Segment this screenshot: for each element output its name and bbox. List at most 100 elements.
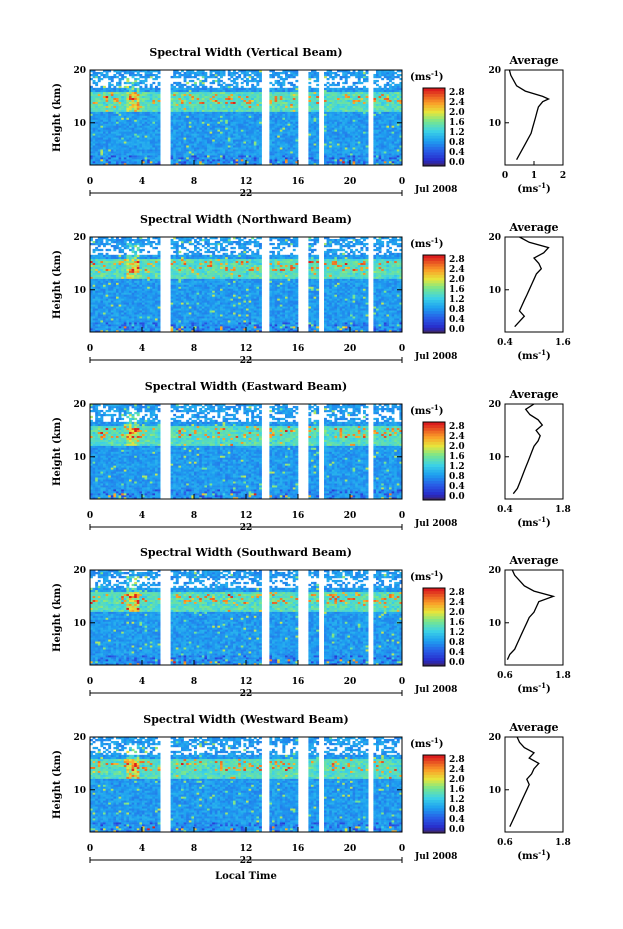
heatmap-cell xyxy=(311,93,314,97)
heatmap-cell xyxy=(360,125,364,128)
heatmap-cell xyxy=(222,105,226,108)
heatmap-cell xyxy=(251,109,255,112)
heatmap-cell xyxy=(373,73,377,77)
heatmap-cell xyxy=(259,107,262,110)
heatmap-cell xyxy=(386,137,390,140)
heatmap-cell xyxy=(277,79,281,83)
heatmap-cell xyxy=(152,133,156,136)
heatmap-cell xyxy=(233,95,236,99)
heatmap-cell xyxy=(253,71,257,75)
heatmap-cell xyxy=(183,109,187,112)
heatmap-cell xyxy=(259,71,262,75)
heatmap-cell xyxy=(347,141,351,144)
heatmap-cell xyxy=(220,159,223,162)
heatmap-cell xyxy=(217,125,221,128)
heatmap-cell xyxy=(272,143,275,146)
heatmap-cell xyxy=(175,91,179,95)
heatmap-cell xyxy=(285,97,288,100)
heatmap-cell xyxy=(92,119,96,122)
heatmap-cell xyxy=(394,133,398,136)
heatmap-cell xyxy=(253,133,257,136)
heatmap-cell xyxy=(95,264,99,267)
heatmap-cell xyxy=(344,97,348,100)
heatmap-cell xyxy=(251,75,255,79)
colorbar-segment xyxy=(423,152,445,156)
heatmap-cell xyxy=(259,87,262,91)
heatmap-cell xyxy=(147,95,151,99)
heatmap-cell xyxy=(175,159,179,162)
heatmap-cell xyxy=(90,73,93,77)
heatmap-cell xyxy=(217,161,221,164)
heatmap-cell xyxy=(149,145,153,148)
heatmap-cell xyxy=(360,99,364,102)
heatmap-cell xyxy=(108,109,112,112)
heatmap-cell xyxy=(287,143,291,146)
heatmap-cell xyxy=(235,91,239,95)
heatmap-cell xyxy=(194,127,197,130)
heatmap-cell xyxy=(259,75,262,79)
heatmap-cell xyxy=(222,95,226,99)
heatmap-cell xyxy=(344,71,348,75)
heatmap-cell xyxy=(259,125,262,128)
heatmap-cell xyxy=(342,135,346,138)
heatmap-cell xyxy=(155,89,158,93)
heatmap-cell xyxy=(97,105,101,108)
heatmap-cell xyxy=(287,155,291,158)
heatmap-cell xyxy=(147,87,151,91)
heatmap-cell xyxy=(350,121,353,124)
heatmap-cell xyxy=(253,97,257,100)
heatmap-cell xyxy=(251,131,255,134)
heatmap-cell xyxy=(188,155,192,158)
heatmap-cell xyxy=(389,107,392,110)
heatmap-cell xyxy=(378,139,382,142)
heatmap-cell xyxy=(230,91,234,95)
heatmap-cell xyxy=(246,157,249,160)
heatmap-cell xyxy=(342,85,346,89)
heatmap-cell xyxy=(103,129,106,132)
heatmap-cell xyxy=(134,109,138,112)
heatmap-cell xyxy=(100,280,104,283)
heatmap-cell xyxy=(347,85,351,89)
heatmap-cell xyxy=(181,111,184,114)
heatmap-cell xyxy=(108,111,112,114)
heatmap-cell xyxy=(183,147,187,150)
heatmap-cell xyxy=(97,306,101,309)
heatmap-cell xyxy=(389,127,392,130)
heatmap-cell xyxy=(269,137,273,140)
heatmap-cell xyxy=(95,147,99,150)
heatmap-cell xyxy=(199,89,203,93)
heatmap-cell xyxy=(181,157,184,160)
heatmap-cell xyxy=(277,149,281,152)
heatmap-cell xyxy=(149,129,153,132)
heatmap-cell xyxy=(295,89,299,93)
heatmap-cell xyxy=(269,119,273,122)
heatmap-cell xyxy=(274,89,278,93)
heatmap-cell xyxy=(386,123,390,126)
heatmap-cell xyxy=(277,151,281,154)
heatmap-cell xyxy=(131,121,135,124)
heatmap-cell xyxy=(269,159,273,162)
colorbar-unit: (ms-1) xyxy=(410,69,443,83)
heatmap-cell xyxy=(144,135,148,138)
heatmap-cell xyxy=(357,73,361,77)
heatmap-cell xyxy=(108,133,112,136)
heatmap-cell xyxy=(92,308,96,311)
heatmap-cell xyxy=(175,71,179,75)
heatmap-cell xyxy=(230,103,234,106)
heatmap-cell xyxy=(357,71,361,75)
heatmap-cell xyxy=(316,131,320,134)
heatmap-cell xyxy=(196,95,200,99)
heatmap-cell xyxy=(217,113,221,116)
heatmap-cell xyxy=(131,70,135,73)
heatmap-cell xyxy=(222,143,226,146)
colorbar-tick-label: 0.0 xyxy=(449,158,465,168)
heatmap-cell xyxy=(90,272,93,275)
heatmap-cell xyxy=(292,95,296,99)
heatmap-cell xyxy=(105,147,109,150)
heatmap-cell xyxy=(134,133,138,136)
heatmap-cell xyxy=(279,101,283,104)
heatmap-cell xyxy=(173,70,177,73)
heatmap-cell xyxy=(347,121,351,124)
colorbar-segment xyxy=(423,127,445,131)
heatmap-cell xyxy=(207,159,210,162)
